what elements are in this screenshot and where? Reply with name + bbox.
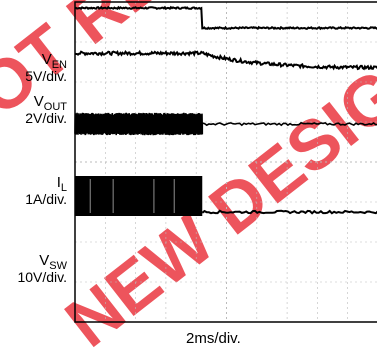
trace-sw-burst xyxy=(75,176,203,216)
channel-label-vsw: VSW 10V/div. xyxy=(17,252,67,285)
trace-l xyxy=(74,112,377,136)
plot-frame xyxy=(74,1,377,323)
trace-sw xyxy=(201,209,377,215)
traces xyxy=(74,5,377,216)
channel-label-ven: VEN 5V/div. xyxy=(25,51,67,84)
trace-en xyxy=(74,5,377,31)
channel-label-vout: VOUT 2V/div. xyxy=(25,93,67,126)
channel-label-il: IL 1A/div. xyxy=(25,174,67,207)
trace-out xyxy=(74,49,377,71)
x-axis-label: 2ms/div. xyxy=(186,330,241,347)
